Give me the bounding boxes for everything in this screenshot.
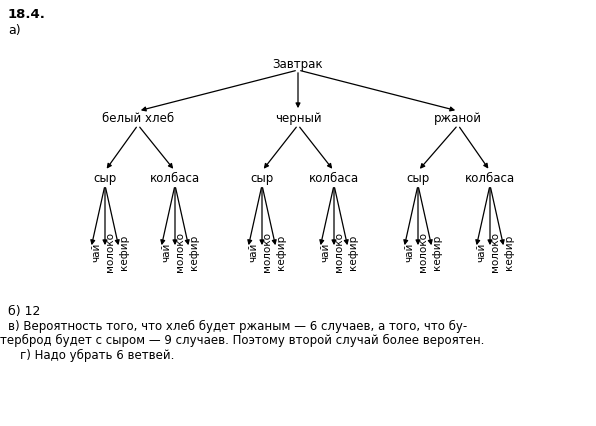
Text: чай: чай: [320, 242, 330, 262]
Text: сыр: сыр: [94, 172, 117, 185]
Text: кефир: кефир: [348, 234, 358, 270]
Text: молоко: молоко: [262, 232, 272, 272]
Text: в) Вероятность того, что хлеб будет ржаным — 6 случаев, а того, что бу-: в) Вероятность того, что хлеб будет ржан…: [8, 320, 467, 333]
Text: молоко: молоко: [334, 232, 344, 272]
Text: молоко: молоко: [490, 232, 500, 272]
Text: молоко: молоко: [418, 232, 428, 272]
Text: колбаса: колбаса: [309, 172, 359, 185]
Text: молоко: молоко: [105, 232, 115, 272]
Text: колбаса: колбаса: [465, 172, 515, 185]
Text: белый хлеб: белый хлеб: [102, 112, 174, 125]
Text: ржаной: ржаной: [434, 112, 482, 125]
Text: чай: чай: [248, 242, 258, 262]
Text: а): а): [8, 24, 21, 37]
Text: кефир: кефир: [189, 234, 199, 270]
Text: кефир: кефир: [119, 234, 129, 270]
Text: сыр: сыр: [250, 172, 274, 185]
Text: колбаса: колбаса: [150, 172, 200, 185]
Text: черный: черный: [275, 112, 321, 125]
Text: кефир: кефир: [432, 234, 442, 270]
Text: кефир: кефир: [276, 234, 286, 270]
Text: чай: чай: [404, 242, 414, 262]
Text: 18.4.: 18.4.: [8, 8, 46, 21]
Text: молоко: молоко: [175, 232, 185, 272]
Text: чай: чай: [476, 242, 486, 262]
Text: терброд будет с сыром — 9 случаев. Поэтому второй случай более вероятен.: терброд будет с сыром — 9 случаев. Поэто…: [0, 334, 485, 347]
Text: кефир: кефир: [504, 234, 514, 270]
Text: чай: чай: [91, 242, 101, 262]
Text: Завтрак: Завтрак: [273, 58, 323, 71]
Text: чай: чай: [161, 242, 171, 262]
Text: г) Надо убрать 6 ветвей.: г) Надо убрать 6 ветвей.: [20, 349, 175, 362]
Text: сыр: сыр: [406, 172, 430, 185]
Text: б) 12: б) 12: [8, 305, 41, 318]
